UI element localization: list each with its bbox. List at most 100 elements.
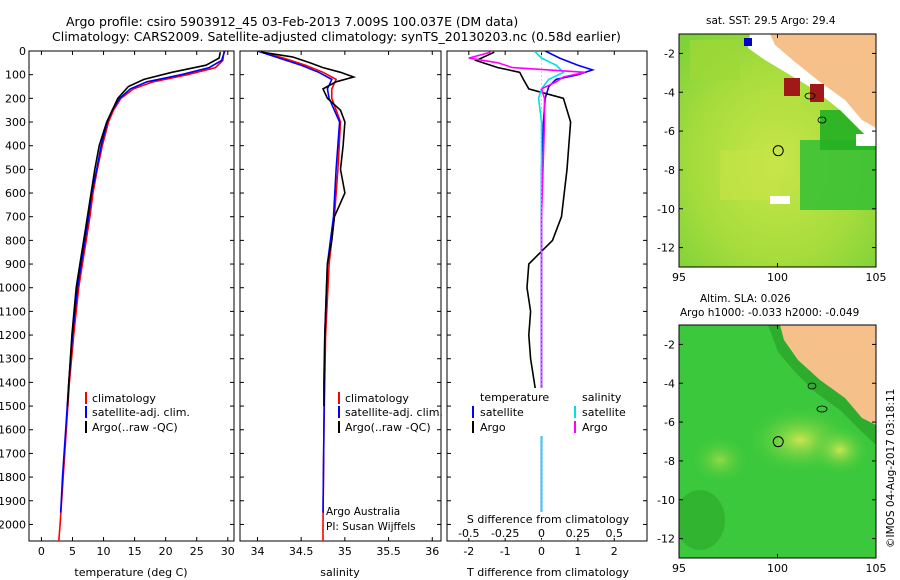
temperature-axes-frame bbox=[28, 50, 235, 542]
map-y-tick-label: -10 bbox=[657, 494, 675, 507]
salinity-difference-tick-label: 0.25 bbox=[566, 527, 591, 540]
depth-tick-label: 100 bbox=[5, 69, 26, 82]
x-tick-label: 10 bbox=[97, 545, 111, 558]
annotation-pi: PI: Susan Wijffels bbox=[326, 521, 416, 533]
legend-sal-satellite-label: satellite bbox=[582, 406, 626, 419]
map-x-tick-label: 95 bbox=[672, 562, 686, 575]
map-y-tick-label: -6 bbox=[664, 416, 675, 429]
salinity-difference-tick-label: -0.5 bbox=[458, 527, 479, 540]
map-y-tick-label: -8 bbox=[664, 455, 675, 468]
legend-satellite-label: satellite-adj. clim. bbox=[92, 406, 190, 419]
x-tick-label: 2 bbox=[611, 545, 618, 558]
sla-island bbox=[807, 382, 817, 390]
sla-land-sumatra bbox=[780, 325, 876, 425]
x-tick-label: 36 bbox=[425, 545, 439, 558]
difference-series bbox=[468, 51, 596, 541]
map-y-tick-label: -12 bbox=[657, 533, 675, 546]
sla-island bbox=[816, 405, 828, 413]
depth-tick-label: 1900 bbox=[0, 495, 26, 508]
sst-patch bbox=[720, 150, 780, 200]
difference-legend: temperature satellite Argo salinity sate… bbox=[470, 388, 626, 436]
salinity-difference-ticks: -0.5 -0.25 0 0.25 0.5 bbox=[458, 527, 623, 540]
figure-title-line-2: Climatology: CARS2009. Satellite-adjuste… bbox=[52, 29, 621, 44]
x-tick-label: 30 bbox=[221, 545, 235, 558]
figure-title-line-1: Argo profile: csiro 5903912_45 03-Feb-20… bbox=[66, 14, 518, 29]
depth-tick-label: 1800 bbox=[0, 471, 26, 484]
sla-high-anomaly bbox=[810, 425, 870, 475]
x-tick-label: 25 bbox=[190, 545, 204, 558]
map-y-tick-label: -4 bbox=[664, 86, 675, 99]
sst-map-title: sat. SST: 29.5 Argo: 29.4 bbox=[706, 15, 836, 27]
depth-tick-label: 600 bbox=[5, 187, 26, 200]
salinity-panel: 34 34.5 35 35.5 36 salinity climatology sate… bbox=[239, 50, 443, 579]
sst-cold-pixel bbox=[744, 38, 752, 46]
sla-map-title-line-1: Altim. SLA: 0.026 bbox=[700, 293, 791, 305]
map-y-tick-label: -4 bbox=[664, 377, 675, 390]
depth-axis: 0 100 200 300 400 500 600 700 800 900 1000 1100 1200… bbox=[0, 45, 234, 531]
temperature-legend: climatology satellite-adj. clim. Argo(..… bbox=[85, 392, 190, 434]
legend-salinity-heading: salinity bbox=[582, 391, 622, 404]
sst-missing-data bbox=[770, 196, 790, 204]
x-tick-label: 5 bbox=[69, 545, 76, 558]
difference-legend-backdrop-left bbox=[470, 388, 544, 436]
sla-map-image bbox=[679, 325, 876, 558]
map-x-tick-label: 100 bbox=[767, 562, 788, 575]
legend-satellite-label: satellite-adj. clim. bbox=[345, 406, 443, 419]
x-tick-label: 0 bbox=[38, 545, 45, 558]
salinity-series bbox=[257, 51, 357, 541]
depth-tick-label: 1300 bbox=[0, 353, 26, 366]
x-tick-label: 0 bbox=[538, 545, 545, 558]
temperature-series bbox=[58, 51, 226, 541]
x-tick-label: 34.5 bbox=[289, 545, 314, 558]
legend-temp-satellite-label: satellite bbox=[480, 406, 524, 419]
legend-argo-label: Argo(..raw -QC) bbox=[92, 421, 178, 434]
depth-tick-label: 800 bbox=[5, 234, 26, 247]
salinity-x-axis: 34 34.5 35 35.5 36 bbox=[250, 51, 439, 558]
salinity-difference-tick-label: -0.25 bbox=[491, 527, 519, 540]
sla-low-anomaly bbox=[679, 490, 725, 550]
x-tick-label: 34 bbox=[250, 545, 264, 558]
depth-tick-label: 1200 bbox=[0, 329, 26, 342]
map-x-tick-label: 100 bbox=[767, 271, 788, 284]
x-tick-label: -1 bbox=[500, 545, 511, 558]
depth-tick-label: 1600 bbox=[0, 424, 26, 437]
sst-patch bbox=[690, 40, 740, 80]
temperature-x-axis: 0 5 10 15 20 25 30 bbox=[38, 51, 235, 558]
depth-tick-label: 200 bbox=[5, 92, 26, 105]
sla-high-anomaly bbox=[690, 435, 750, 485]
imos-watermark: ©IMOS 04-Aug-2017 03:18:11 bbox=[885, 389, 897, 548]
sst-map-panel: sat. SST: 29.5 Argo: 29.4 95 100 105 -2 -4 -6… bbox=[657, 15, 886, 284]
depth-tick-label: 1000 bbox=[0, 282, 26, 295]
x-tick-label: 35 bbox=[338, 545, 352, 558]
annotation-institution: Argo Australia bbox=[326, 506, 400, 518]
map-x-tick-label: 95 bbox=[672, 271, 686, 284]
argo-position-marker bbox=[772, 145, 784, 157]
legend-sal-argo-label: Argo bbox=[582, 421, 608, 434]
x-tick-label: 35.5 bbox=[376, 545, 401, 558]
series-line-argo-raw-qc bbox=[66, 52, 222, 407]
sst-missing-data bbox=[856, 134, 876, 146]
depth-tick-label: 500 bbox=[5, 163, 26, 176]
sla-map-panel: Altim. SLA: 0.026 Argo h1000: -0.033 h20… bbox=[657, 293, 886, 575]
difference-xlabel: T difference from climatology bbox=[466, 566, 629, 579]
difference-label-backdrop bbox=[466, 512, 636, 538]
sst-map-image bbox=[679, 34, 876, 267]
sst-land-sumatra bbox=[770, 34, 876, 128]
map-y-tick-label: -2 bbox=[664, 338, 675, 351]
map-x-tick-label: 105 bbox=[866, 271, 887, 284]
sst-hot-pixel bbox=[784, 78, 800, 96]
sla-map-axes: 95 100 105 -2 -4 -6 -8 -10 -12 bbox=[657, 325, 887, 575]
sst-map-axes: 95 100 105 -2 -4 -6 -8 -10 -12 bbox=[657, 34, 887, 284]
map-y-tick-label: -2 bbox=[664, 47, 675, 60]
salinity-difference-tick-label: 0.5 bbox=[606, 527, 624, 540]
depth-tick-label: 2000 bbox=[0, 518, 26, 531]
sst-island bbox=[804, 92, 816, 100]
difference-depth-ticks bbox=[447, 50, 647, 525]
legend-argo-label: Argo(..raw -QC) bbox=[345, 421, 431, 434]
series-line-argo-raw-qc bbox=[261, 51, 357, 407]
map-x-tick-label: 105 bbox=[866, 562, 887, 575]
depth-tick-label: 300 bbox=[5, 116, 26, 129]
difference-top-xlabel: S difference from climatology bbox=[467, 513, 630, 526]
